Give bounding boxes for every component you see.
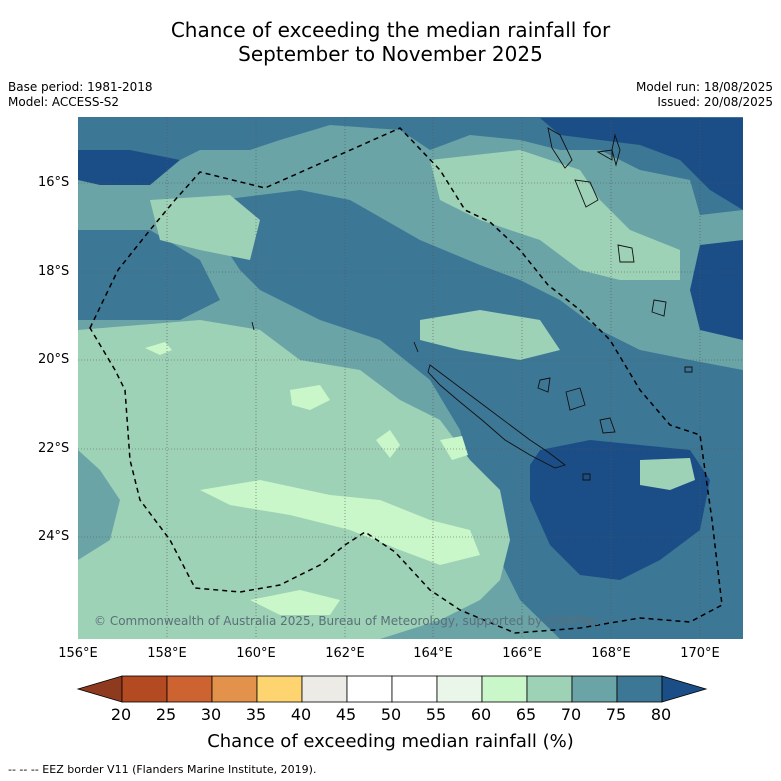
colorbar-segment <box>616 675 663 703</box>
colorbar-tick-label: 75 <box>605 705 627 724</box>
model-name: Model: ACCESS-S2 <box>8 95 120 109</box>
island-coast <box>565 387 586 411</box>
coastlines <box>251 127 693 481</box>
colorbar-segment <box>211 675 258 703</box>
vanuatu-coast <box>574 179 599 208</box>
island-coast <box>599 417 616 434</box>
colorbar <box>76 675 708 703</box>
colorbar-tick-label: 60 <box>470 705 492 724</box>
latitude-label-22s: 22°S <box>38 441 70 456</box>
colorbar-segment <box>166 675 213 703</box>
colorbar-tick-label: 20 <box>110 705 132 724</box>
band-65-70 <box>430 150 680 280</box>
island-coast <box>413 341 419 353</box>
band-65-70 <box>78 320 510 639</box>
island-coast <box>537 377 551 393</box>
vanuatu-coast <box>611 133 621 167</box>
base-period: Base period: 1981-2018 <box>8 80 153 94</box>
issue-date: Issued: 20/08/2025 <box>657 95 773 109</box>
new-caledonia-coast <box>427 364 566 469</box>
vanuatu-coast <box>596 149 613 161</box>
band-60-65 <box>250 590 340 615</box>
band-60-65 <box>145 342 172 355</box>
island-coast <box>651 299 667 317</box>
longitude-label-162e: 162°E <box>325 646 365 661</box>
colorbar-tick-label: 40 <box>290 705 312 724</box>
longitude-label-168e: 168°E <box>591 646 631 661</box>
model-run: Model run: 18/08/2025 <box>635 80 773 94</box>
colorbar-tick-label: 45 <box>335 705 357 724</box>
band-60-65 <box>440 436 468 460</box>
colorbar-tick-label: 65 <box>515 705 537 724</box>
copyright-notice: © Commonwealth of Australia 2025, Bureau… <box>94 614 600 628</box>
vanuatu-coast <box>617 244 635 263</box>
island-coast <box>582 473 591 481</box>
probability-field <box>78 117 743 639</box>
longitude-label-166e: 166°E <box>502 646 542 661</box>
island-coast <box>251 321 255 331</box>
colorbar-segment <box>391 675 438 703</box>
colorbar-segment <box>121 675 168 703</box>
title-line-1: Chance of exceeding the median rainfall … <box>170 18 611 42</box>
colorbar-segment <box>481 675 528 703</box>
latitude-label-16s: 16°S <box>38 175 70 190</box>
eez-border <box>89 127 723 634</box>
island-coast <box>684 366 693 373</box>
colorbar-extend-low <box>76 675 123 703</box>
colorbar-segment <box>526 675 573 703</box>
colorbar-tick-label: 25 <box>155 705 177 724</box>
colorbar-segment <box>301 675 348 703</box>
colorbar-title: Chance of exceeding median rainfall (%) <box>207 731 574 752</box>
metadata-right: Model run: 18/08/2025 Issued: 20/08/2025 <box>636 80 773 110</box>
band-60-65 <box>376 430 400 458</box>
band-65-70 <box>640 458 695 490</box>
latitude-label-18s: 18°S <box>38 264 70 279</box>
colorbar-tick-label: 80 <box>650 705 672 724</box>
band-75-80 <box>78 230 220 320</box>
longitude-label-158e: 158°E <box>147 646 187 661</box>
map-title: Chance of exceeding the median rainfall … <box>0 18 781 66</box>
colorbar-tick-label: 30 <box>200 705 222 724</box>
longitude-label-160e: 160°E <box>236 646 276 661</box>
longitude-label-164e: 164°E <box>413 646 453 661</box>
title-line-2: September to November 2025 <box>238 42 543 66</box>
vanuatu-coast <box>547 127 573 169</box>
eez-legend-note: -- -- -- EEZ border V11 (Flanders Marine… <box>8 763 317 776</box>
colorbar-segment <box>256 675 303 703</box>
metadata-left: Base period: 1981-2018 Model: ACCESS-S2 <box>8 80 153 110</box>
band-65-70 <box>420 310 560 360</box>
band-60-65 <box>290 385 330 410</box>
band-75-80 <box>78 117 743 215</box>
colorbar-tick-label: 55 <box>425 705 447 724</box>
band-60-65 <box>200 480 480 565</box>
colorbar-segment <box>346 675 393 703</box>
band-above-80 <box>540 118 743 210</box>
colorbar-tick-label: 50 <box>380 705 402 724</box>
colorbar-tick-label: 35 <box>245 705 267 724</box>
colorbar-tick-label: 70 <box>560 705 582 724</box>
longitude-label-156e: 156°E <box>58 646 98 661</box>
band-above-80 <box>78 150 180 185</box>
colorbar-extend-high <box>661 675 708 703</box>
latitude-label-24s: 24°S <box>38 529 70 544</box>
latitude-label-20s: 20°S <box>38 352 70 367</box>
longitude-label-170e: 170°E <box>680 646 720 661</box>
colorbar-segment <box>571 675 618 703</box>
band-65-70 <box>150 195 260 260</box>
colorbar-segment <box>436 675 483 703</box>
band-above-80 <box>690 240 743 340</box>
